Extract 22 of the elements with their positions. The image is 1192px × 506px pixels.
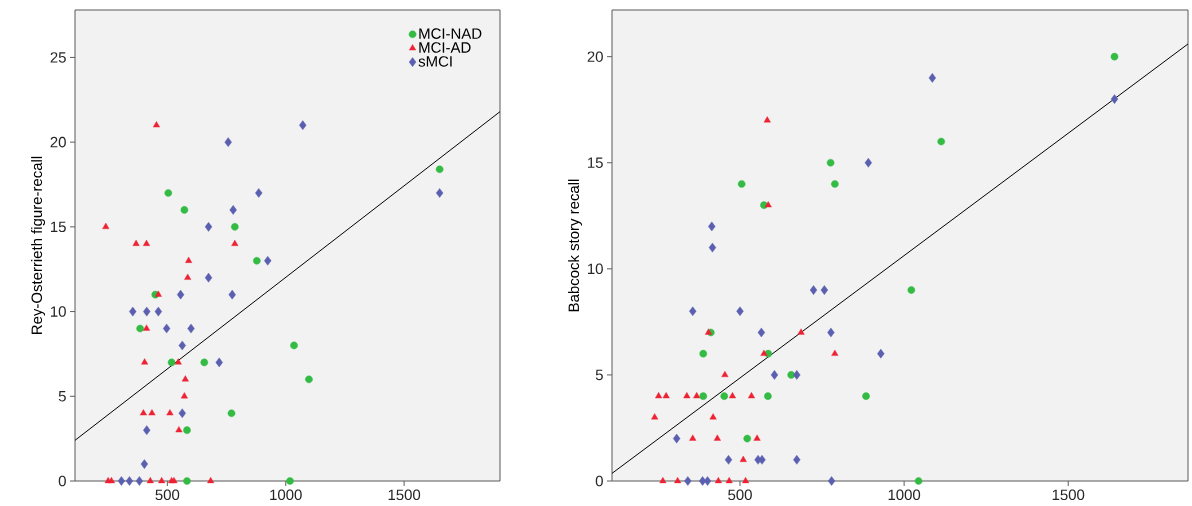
y-axis-title: Rey-Osterrieth figure-recall <box>31 156 46 334</box>
y-tick-label: 10 <box>588 263 603 275</box>
legend-label: MCI-NAD <box>419 28 482 39</box>
y-tick-label: 5 <box>58 391 66 402</box>
y-tick-label: 10 <box>51 306 66 317</box>
y-tick-label: 15 <box>51 221 66 233</box>
y-tick-label: 15 <box>588 157 603 168</box>
x-tick-label: 1000 <box>888 489 921 501</box>
y-tick-label: 0 <box>595 475 603 487</box>
x-tick-label: 500 <box>728 489 752 501</box>
x-tick-label: 500 <box>155 489 180 501</box>
legend-label: sMCI <box>418 56 452 67</box>
x-tick-label: 1500 <box>388 489 421 501</box>
legend-label: MCI-AD <box>419 42 471 53</box>
x-tick-label: 1000 <box>270 489 302 501</box>
y-tick-label: 5 <box>595 369 603 381</box>
y-axis-title: Babcock story recall <box>568 179 583 312</box>
y-tick-label: 20 <box>50 136 66 148</box>
x-tick-label: 1500 <box>1052 489 1085 501</box>
y-tick-label: 0 <box>58 475 66 487</box>
y-tick-label: 20 <box>587 51 603 62</box>
y-tick-label: 25 <box>50 52 66 63</box>
